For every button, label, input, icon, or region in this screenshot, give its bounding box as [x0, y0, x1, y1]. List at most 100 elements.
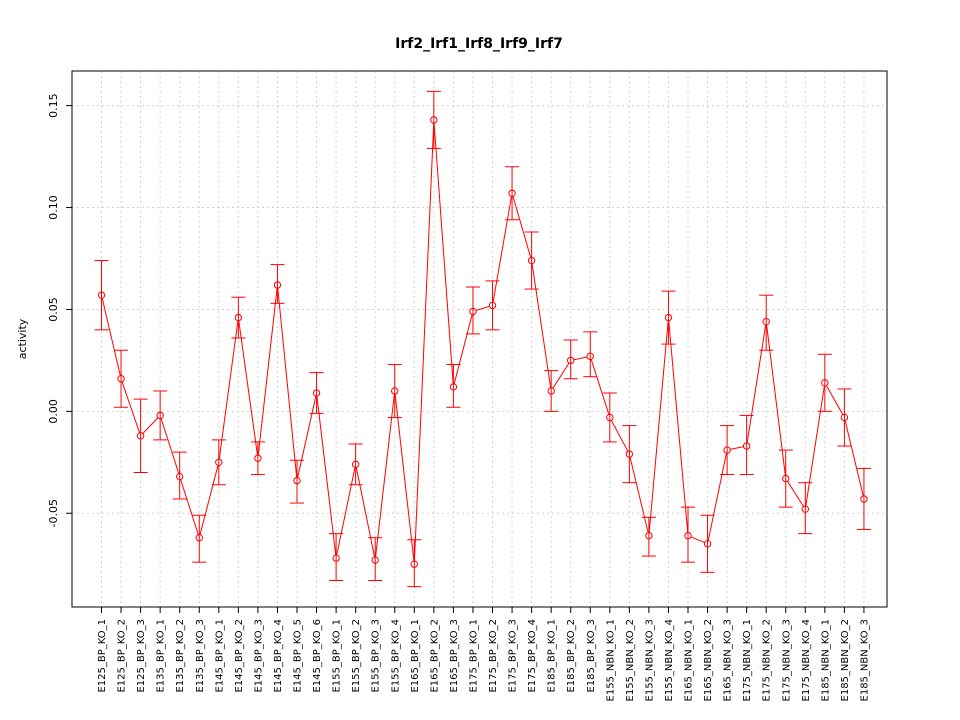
- series-line-segment: [610, 420, 629, 452]
- data-point: [332, 554, 340, 562]
- x-tick-label: E165_NBN_KO_2: [703, 619, 714, 701]
- data-point: [801, 505, 809, 513]
- data-point: [742, 442, 751, 450]
- data-point: [136, 432, 145, 440]
- x-tick-label: E165_BP_KO_3: [449, 619, 460, 693]
- x-tick-label: E145_BP_KO_3: [253, 619, 264, 693]
- x-tick-label: E165_NBN_KO_3: [723, 619, 734, 701]
- x-tick-label: E155_NBN_KO_3: [644, 619, 655, 701]
- data-point: [645, 531, 653, 540]
- x-tick-label: E185_BP_KO_3: [586, 619, 597, 693]
- y-tick-label: 0.15: [47, 93, 60, 118]
- data-point: [293, 476, 301, 485]
- x-tick-label: E165_NBN_KO_1: [684, 619, 695, 701]
- data-point: [117, 375, 125, 383]
- series-line-segment: [475, 305, 490, 312]
- series-line-segment: [730, 446, 744, 450]
- series-line-segment: [590, 359, 610, 415]
- x-tick-label: E155_NBN_KO_4: [664, 619, 675, 701]
- series-line-segment: [180, 479, 199, 535]
- series-line-segment: [787, 481, 804, 507]
- x-tick-label: E185_BP_KO_1: [547, 619, 558, 693]
- data-point: [234, 313, 243, 322]
- series-line-segment: [316, 396, 337, 555]
- data-point: [684, 531, 692, 540]
- x-tick-label: E155_NBN_KO_1: [605, 619, 616, 701]
- grid-layer: [72, 71, 887, 607]
- series-line-segment: [805, 385, 825, 507]
- series-line-segment: [433, 123, 454, 384]
- series-line-segment: [690, 536, 705, 544]
- series-line-segment: [668, 320, 689, 533]
- data-point: [547, 387, 555, 395]
- x-tick-label: E145_BP_KO_2: [234, 619, 245, 693]
- data-point: [703, 540, 712, 548]
- x-tick-label: E155_BP_KO_2: [351, 619, 362, 693]
- x-tick-label: E155_BP_KO_1: [332, 619, 343, 693]
- data-point: [606, 413, 614, 422]
- data-point: [312, 389, 321, 397]
- data-point: [664, 313, 673, 322]
- series-line-segment: [629, 457, 649, 533]
- series-line-segment: [238, 320, 258, 456]
- series-layer: [94, 90, 871, 588]
- x-tick-label: E155_NBN_KO_2: [625, 619, 636, 701]
- x-tick-label: E175_BP_KO_1: [468, 619, 479, 693]
- series-line-segment: [766, 324, 786, 476]
- series-line-segment: [453, 314, 473, 384]
- series-line-segment: [746, 324, 767, 443]
- data-point: [723, 446, 731, 454]
- data-point: [430, 116, 438, 124]
- x-tick-label: E155_BP_KO_3: [371, 619, 382, 693]
- series-line-segment: [218, 320, 239, 460]
- y-tick-label: 0.00: [47, 399, 60, 424]
- data-point: [449, 383, 458, 391]
- data-point: [527, 256, 536, 265]
- x-tick-label: E165_BP_KO_1: [410, 619, 421, 693]
- series-line-segment: [573, 356, 588, 361]
- data-point: [840, 413, 849, 422]
- x-tick-label: E175_BP_KO_2: [488, 619, 499, 693]
- data-point: [625, 450, 634, 458]
- series-line-segment: [277, 288, 298, 478]
- x-tick-label: E175_NBN_KO_2: [762, 619, 773, 701]
- series-line-segment: [394, 394, 415, 562]
- series-line-segment: [101, 298, 121, 376]
- y-tick-labels: -0.05 0.00 0.05 0.10 0.15: [47, 93, 60, 527]
- x-tick-label: E165_BP_KO_2: [429, 619, 440, 693]
- y-tick-label: -0.05: [47, 499, 60, 527]
- x-tick-label: E185_NBN_KO_2: [840, 619, 851, 701]
- x-tick-labels: E125_BP_KO_1 E125_BP_KO_2 E125_BP_KO_3 E135…: [97, 619, 870, 701]
- x-tick-label: E175_NBN_KO_3: [781, 619, 792, 701]
- series-line-segment: [492, 196, 512, 303]
- data-point: [821, 379, 829, 387]
- series-line-segment: [355, 467, 376, 558]
- series-line-segment: [707, 453, 727, 541]
- plot-frame: [71, 70, 888, 608]
- series-line-segment: [375, 394, 395, 558]
- x-tick-label: E175_BP_KO_4: [527, 619, 538, 693]
- data-point: [156, 411, 164, 420]
- data-point: [782, 474, 790, 483]
- x-tick-label: E145_BP_KO_4: [273, 619, 284, 693]
- data-point: [254, 454, 262, 462]
- series-line-segment: [648, 320, 669, 533]
- series-line-segment: [160, 418, 180, 474]
- x-tick-label: E145_BP_KO_1: [214, 619, 225, 693]
- data-point: [762, 317, 770, 326]
- x-tick-label: E125_BP_KO_2: [117, 619, 128, 693]
- data-point: [371, 556, 379, 564]
- x-tick-label: E175_NBN_KO_1: [742, 619, 753, 701]
- series-line-segment: [512, 196, 532, 258]
- chart-title: Irf2_Irf1_Irf8_Irf9_Irf7: [395, 36, 563, 52]
- x-tick-label: E125_BP_KO_3: [136, 619, 147, 693]
- data-point: [195, 534, 203, 542]
- data-point: [567, 356, 575, 365]
- series-line-segment: [199, 465, 219, 535]
- series-line-segment: [142, 417, 159, 434]
- y-tick-label: 0.10: [47, 195, 60, 220]
- data-point: [351, 460, 360, 469]
- x-tick-label: E145_BP_KO_6: [312, 619, 323, 693]
- x-tick-label: E185_NBN_KO_1: [820, 619, 831, 701]
- data-point: [488, 301, 497, 310]
